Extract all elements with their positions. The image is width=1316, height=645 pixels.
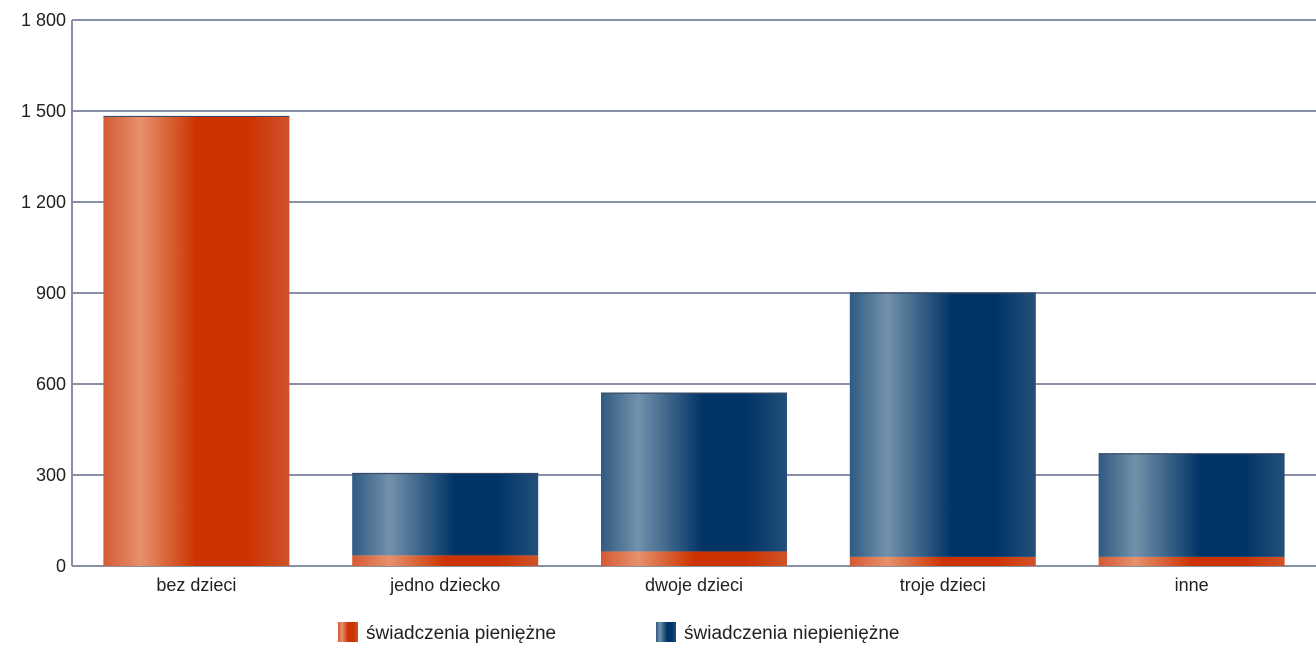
bar-segment-niepieniezne: [1098, 453, 1285, 557]
legend: świadczenia pieniężne świadczenia niepien…: [338, 622, 899, 644]
y-tick-label: 1 800: [21, 10, 66, 30]
legend-swatch-pieniezne: [338, 622, 358, 642]
x-category-label: bez dzieci: [156, 575, 236, 595]
x-axis-category-labels: bez dzieci jedno dziecko dwoje dzieci troje…: [156, 575, 1208, 595]
x-category-label: dwoje dzieci: [645, 575, 743, 595]
y-tick-label: 0: [56, 556, 66, 576]
bar-segment-niepieniezne: [849, 293, 1036, 557]
x-category-label: jedno dziecko: [389, 575, 500, 595]
bar-segment-niepieniezne: [601, 393, 787, 552]
bar-segment-pieniezne: [601, 551, 787, 566]
x-category-label: inne: [1175, 575, 1209, 595]
y-tick-label: 1 200: [21, 192, 66, 212]
bar-segment-pieniezne: [352, 555, 539, 566]
y-axis-tick-labels: 0 300 600 900 1 200 1 500 1 800: [21, 10, 66, 576]
y-tick-label: 1 500: [21, 101, 66, 121]
x-category-label: troje dzieci: [900, 575, 986, 595]
legend-label: świadczenia pieniężne: [366, 623, 556, 644]
bar-segment-niepieniezne: [352, 473, 539, 556]
bar-segment-pieniezne: [849, 556, 1036, 566]
legend-swatch-niepieniezne: [656, 622, 676, 642]
y-tick-label: 300: [36, 465, 66, 485]
bar-segment-pieniezne: [1098, 556, 1285, 566]
y-tick-label: 900: [36, 283, 66, 303]
bars: [103, 115, 1285, 567]
legend-label: świadczenia niepieniężne: [684, 623, 899, 644]
y-tick-label: 600: [36, 374, 66, 394]
bar-segment-pieniezne: [103, 116, 290, 567]
